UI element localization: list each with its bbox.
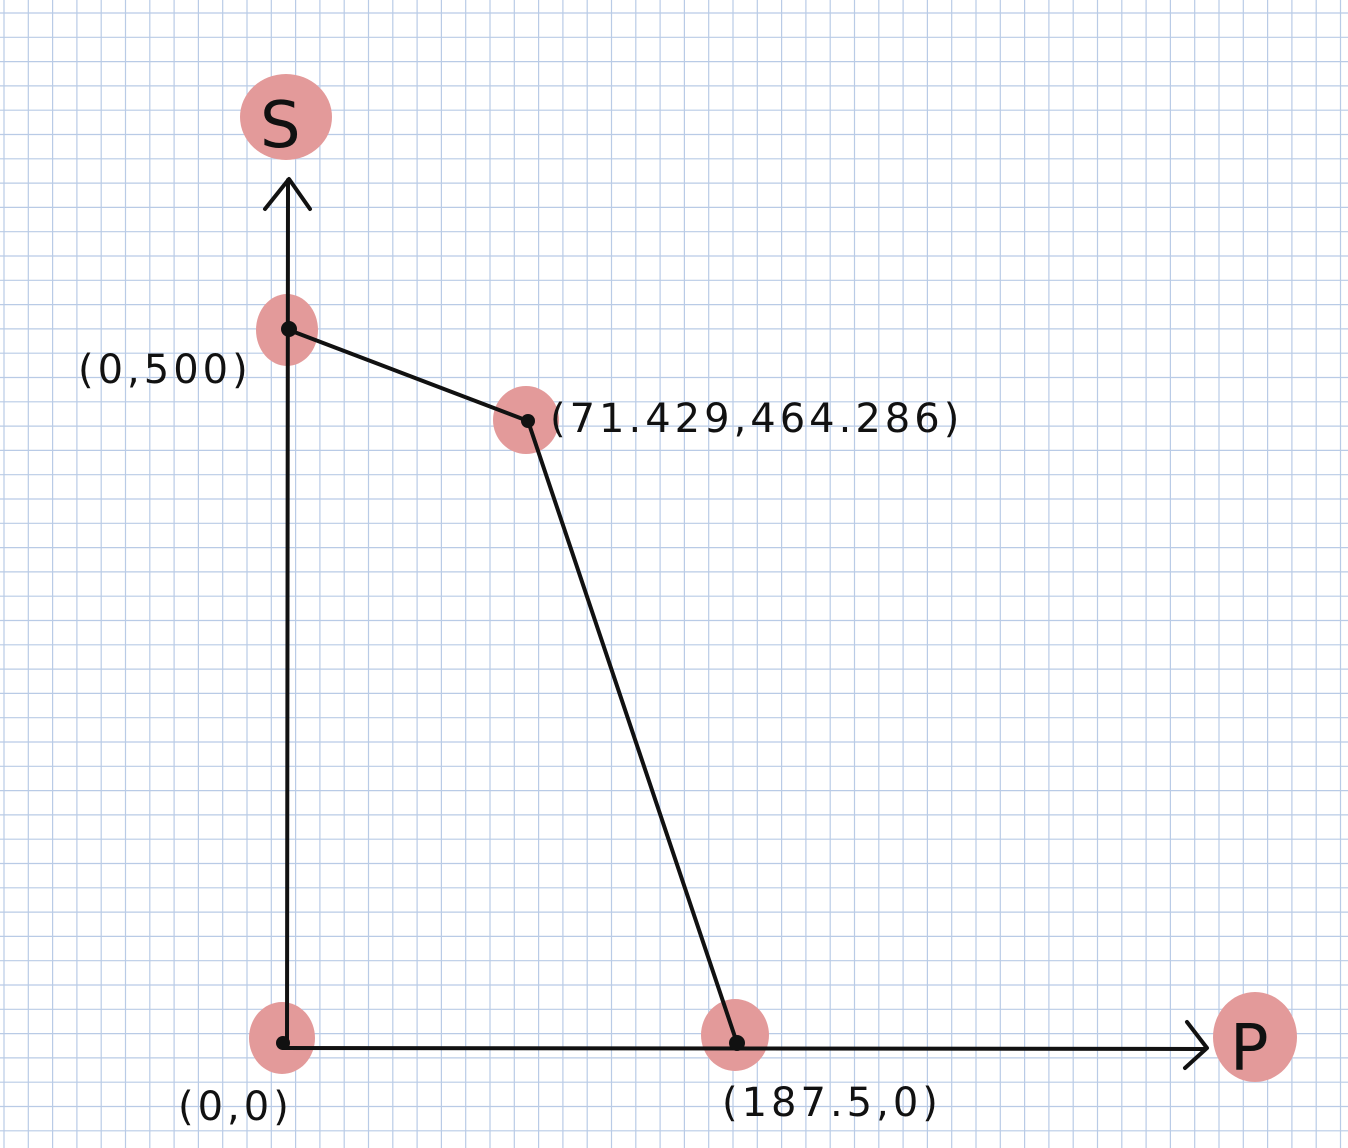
- corner-label: (71.429,464.286): [550, 396, 963, 442]
- origin-point: [276, 1036, 290, 1050]
- y-axis: [285, 178, 290, 1048]
- p-intercept-label: (187.5,0): [722, 1080, 942, 1126]
- origin-label: (0,0): [178, 1084, 293, 1130]
- p-intercept-point: [729, 1035, 745, 1051]
- x-axis-label-highlight: [1213, 992, 1297, 1082]
- y-axis-label: S: [260, 89, 301, 163]
- y-axis-arrowhead: [263, 177, 312, 211]
- s-intercept-point: [281, 321, 297, 337]
- x-axis-arrowhead: [1183, 1020, 1209, 1070]
- s-intercept-label: (0,500): [78, 347, 252, 393]
- y-axis-label-highlight: [240, 74, 332, 160]
- x-axis-label: P: [1230, 1012, 1269, 1086]
- corner-point: [521, 414, 535, 428]
- x-axis: [281, 1046, 1207, 1051]
